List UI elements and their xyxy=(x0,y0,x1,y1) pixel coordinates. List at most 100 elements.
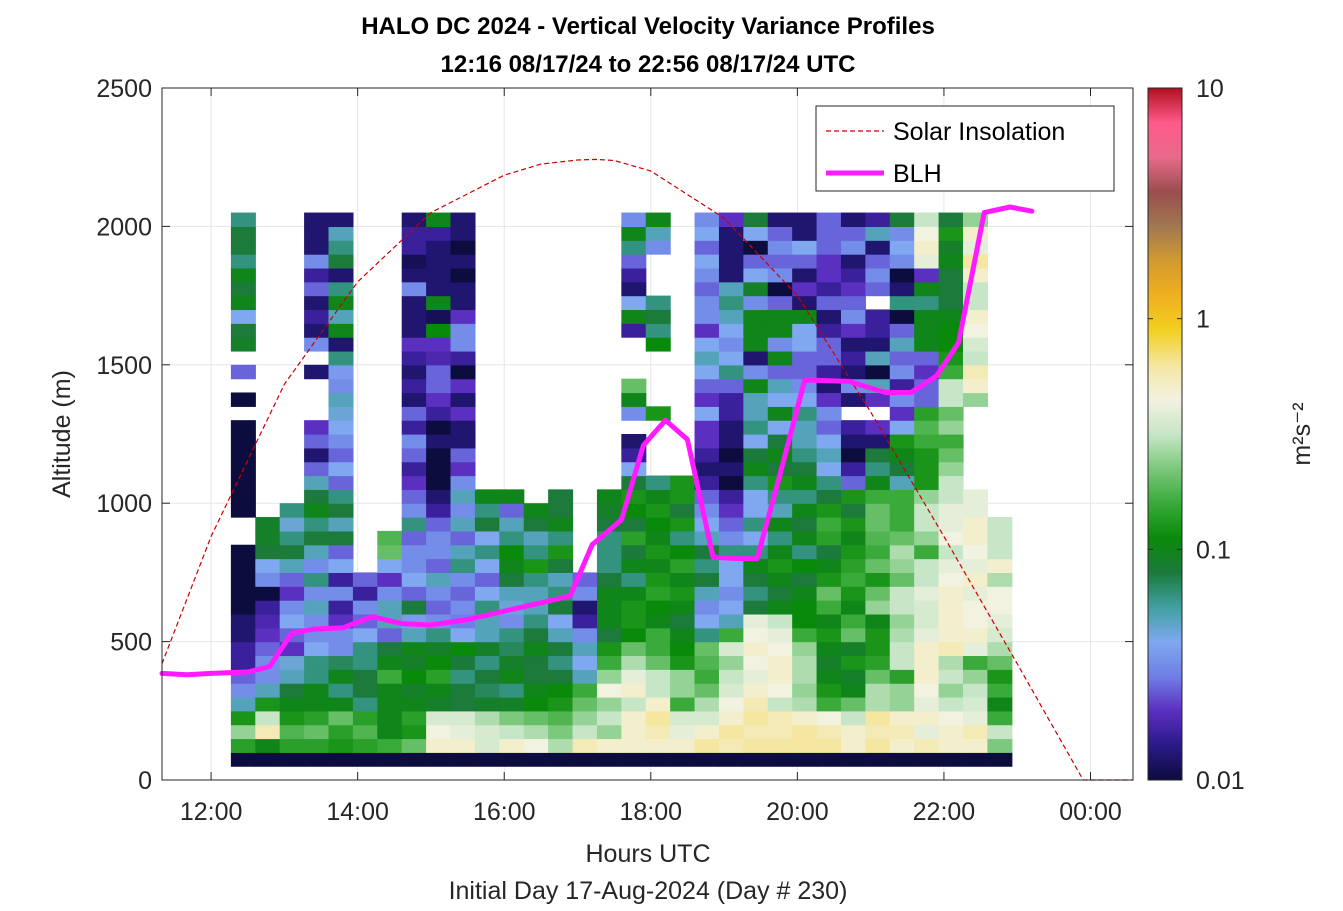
heatmap-cell xyxy=(523,558,549,573)
heatmap-cell xyxy=(792,572,818,587)
heatmap-cell xyxy=(767,295,793,311)
heatmap-cell xyxy=(548,738,574,753)
heatmap-cell xyxy=(523,696,549,712)
heatmap-cell xyxy=(914,267,940,283)
heatmap-cell xyxy=(474,683,500,698)
heatmap-cell xyxy=(889,489,915,504)
heatmap-cell xyxy=(962,738,988,753)
heatmap-cell xyxy=(792,226,818,241)
heatmap-cell xyxy=(718,392,744,407)
heatmap-cell xyxy=(255,517,281,532)
heatmap-cell xyxy=(889,696,915,712)
heatmap-cell xyxy=(523,613,549,629)
heatmap-cell xyxy=(352,572,378,587)
heatmap-cell xyxy=(328,281,354,297)
heatmap-cell xyxy=(718,738,744,753)
heatmap-cell xyxy=(621,600,647,615)
heatmap-cell xyxy=(914,489,940,504)
heatmap-cell xyxy=(767,212,793,227)
heatmap-cell xyxy=(865,655,891,670)
heatmap-cell xyxy=(670,613,696,629)
heatmap-cell xyxy=(743,267,769,283)
heatmap-cell xyxy=(840,309,866,324)
heatmap-cell xyxy=(621,530,647,546)
heatmap-cell xyxy=(572,586,598,601)
heatmap-cell xyxy=(523,752,549,767)
heatmap-cell xyxy=(792,281,818,297)
heatmap-cell xyxy=(304,254,330,269)
heatmap-cell xyxy=(987,724,1013,740)
heatmap-cell xyxy=(304,655,330,670)
heatmap-cell xyxy=(792,558,818,573)
heatmap-cell xyxy=(767,447,793,463)
heatmap-cell xyxy=(718,517,744,532)
heatmap-cell xyxy=(792,254,818,269)
heatmap-cell xyxy=(840,683,866,698)
heatmap-cell xyxy=(352,641,378,657)
heatmap-cell xyxy=(645,724,671,740)
heatmap-cell xyxy=(304,295,330,311)
heatmap-cell xyxy=(523,586,549,601)
heatmap-cell xyxy=(328,655,354,670)
heatmap-cell xyxy=(450,337,476,352)
heatmap-cell xyxy=(694,254,720,269)
heatmap-cell xyxy=(987,641,1013,657)
heatmap-cell xyxy=(792,503,818,518)
heatmap-cell xyxy=(670,683,696,698)
heatmap-cell xyxy=(450,461,476,477)
heatmap-cell xyxy=(328,392,354,407)
heatmap-cell xyxy=(279,669,305,684)
heatmap-cell xyxy=(304,420,330,435)
heatmap-cell xyxy=(767,420,793,435)
heatmap-cell xyxy=(743,461,769,477)
heatmap-cell xyxy=(596,489,622,504)
heatmap-cell xyxy=(474,669,500,684)
heatmap-cell xyxy=(962,267,988,283)
heatmap-cell xyxy=(377,752,403,767)
heatmap-cell xyxy=(621,406,647,421)
heatmap-cell xyxy=(718,226,744,241)
heatmap-cell xyxy=(352,738,378,753)
heatmap-cell xyxy=(328,350,354,366)
heatmap-cell xyxy=(962,710,988,726)
heatmap-cell xyxy=(426,683,452,698)
heatmap-cell xyxy=(279,544,305,560)
heatmap-cell xyxy=(548,558,574,573)
heatmap-cell xyxy=(914,240,940,255)
heatmap-cell xyxy=(718,586,744,601)
heatmap-cell xyxy=(279,613,305,629)
heatmap-cell xyxy=(840,544,866,560)
heatmap-cell xyxy=(865,586,891,601)
heatmap-cell xyxy=(743,281,769,297)
heatmap-cell xyxy=(938,530,964,546)
heatmap-cell xyxy=(889,724,915,740)
heatmap-cell xyxy=(743,364,769,380)
heatmap-cell xyxy=(499,752,525,767)
heatmap-cell xyxy=(621,434,647,449)
heatmap-cell xyxy=(474,696,500,712)
heatmap-cell xyxy=(694,323,720,338)
heatmap-cell xyxy=(352,627,378,643)
heatmap-cell xyxy=(914,378,940,394)
heatmap-cell xyxy=(889,364,915,380)
heatmap-cell xyxy=(718,323,744,338)
heatmap-cell xyxy=(694,655,720,670)
heatmap-cell xyxy=(840,572,866,587)
heatmap-cell xyxy=(767,254,793,269)
heatmap-cell xyxy=(743,503,769,518)
legend-blh-label: BLH xyxy=(893,160,942,188)
heatmap-cell xyxy=(230,212,256,227)
heatmap-cell xyxy=(865,627,891,643)
heatmap-cell xyxy=(914,613,940,629)
heatmap-cell xyxy=(230,627,256,643)
heatmap-cell xyxy=(328,378,354,394)
heatmap-cell xyxy=(840,752,866,767)
heatmap-cell xyxy=(426,600,452,615)
heatmap-cell xyxy=(718,475,744,490)
heatmap-cell xyxy=(401,337,427,352)
heatmap-cell xyxy=(450,420,476,435)
heatmap-cell xyxy=(401,669,427,684)
heatmap-cell xyxy=(621,254,647,269)
heatmap-cell xyxy=(767,364,793,380)
heatmap-cell xyxy=(914,558,940,573)
